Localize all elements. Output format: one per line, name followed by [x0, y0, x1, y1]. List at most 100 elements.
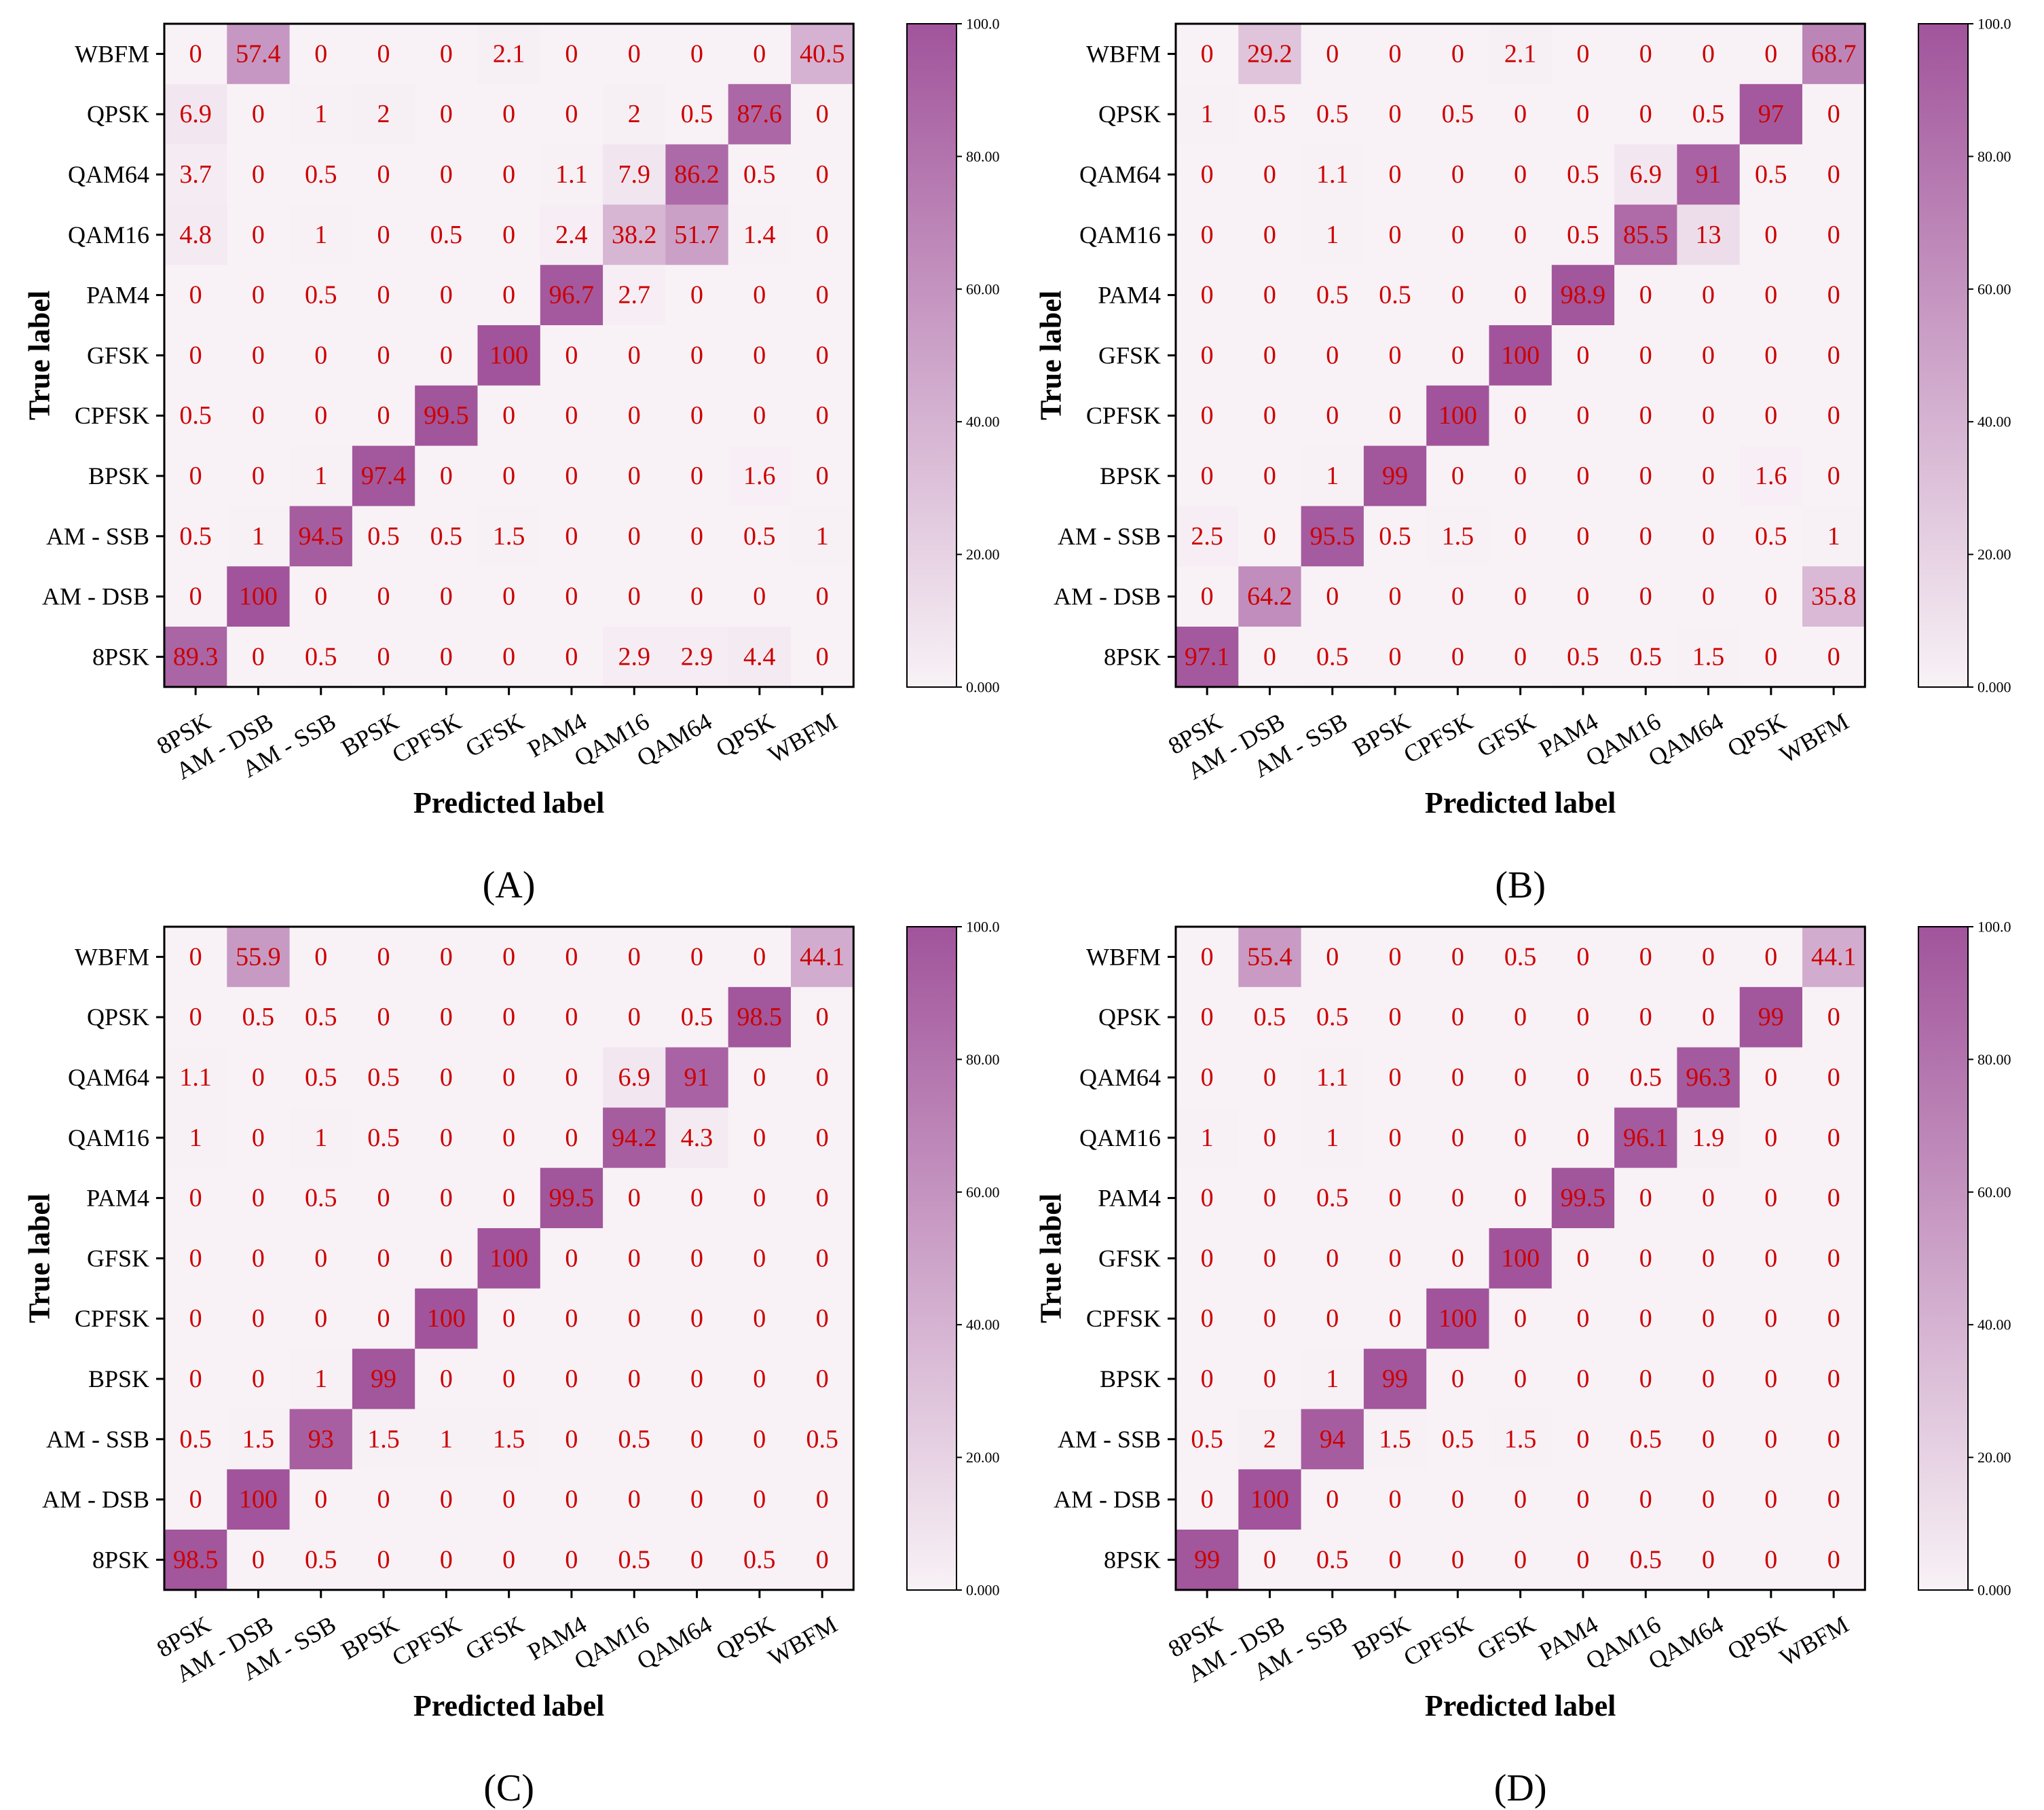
heatmap-cell: [791, 204, 854, 265]
heatmap-cell: [1363, 445, 1427, 506]
heatmap-cell: [1363, 1107, 1427, 1168]
heatmap-cell: [352, 986, 415, 1048]
heatmap-cell: [728, 1469, 792, 1530]
cell-value-label: 1.5: [242, 1425, 275, 1454]
cell-value-label: 0: [1576, 1124, 1589, 1152]
heatmap-cell: [1489, 1107, 1553, 1168]
cell-value-label: 0: [252, 1124, 265, 1152]
heatmap-cell: [728, 1348, 792, 1409]
heatmap-cell: [164, 627, 227, 688]
cell-value-label: 0: [690, 341, 703, 369]
cell-value-label: 0: [565, 462, 578, 490]
heatmap-cell: [1363, 144, 1427, 205]
cell-value-label: 0.5: [681, 1003, 713, 1031]
cell-value-label: 51.7: [674, 221, 720, 249]
y-tick-label: AM - DSB: [1054, 583, 1161, 610]
cell-value-label: 96.1: [1623, 1124, 1669, 1152]
cell-value-label: 0: [1389, 583, 1402, 611]
colorbar-tick-label: 20.00: [1977, 1449, 2011, 1466]
cell-value-label: 0.5: [743, 1545, 776, 1574]
cell-value-label: 96.3: [1686, 1063, 1731, 1092]
colorbar: [1918, 23, 1969, 688]
colorbar-tick-label: 0.000: [1977, 1582, 2011, 1599]
heatmap-cell: [227, 204, 291, 265]
cell-value-label: 1: [1326, 1365, 1339, 1393]
heatmap-cell: [603, 927, 666, 988]
heatmap-cell: [289, 1530, 353, 1591]
cell-value-label: 0: [502, 1063, 515, 1092]
heatmap-cell: [1677, 1168, 1741, 1229]
y-tick-label: BPSK: [88, 462, 149, 490]
heatmap-cell: [1551, 445, 1615, 506]
heatmap-cell: [415, 566, 479, 627]
cell-value-label: 0: [1326, 39, 1339, 68]
heatmap-cell: [477, 1047, 541, 1108]
cell-value-label: 0: [1639, 1244, 1652, 1272]
heatmap-cell: [1176, 144, 1239, 205]
heatmap-cell: [665, 385, 729, 447]
heatmap-cell: [1802, 1228, 1865, 1289]
cell-value-label: 40.5: [800, 39, 845, 68]
cell-value-label: 0.5: [1379, 522, 1411, 551]
heatmap-cell: [1677, 1107, 1741, 1168]
heatmap-cell: [1176, 1168, 1239, 1229]
heatmap-cell: [1677, 144, 1741, 205]
heatmap-cell: [227, 506, 291, 567]
heatmap-cell: [1363, 1469, 1427, 1530]
cell-value-label: 0: [690, 1485, 703, 1514]
heatmap-cell: [603, 144, 666, 205]
cell-value-label: 0: [565, 522, 578, 551]
heatmap-cell: [164, 1107, 227, 1168]
cell-value-label: 1.1: [179, 1063, 212, 1092]
heatmap-cell: [352, 204, 415, 265]
heatmap-cell: [289, 265, 353, 326]
heatmap-cell: [1363, 325, 1427, 386]
cell-value-label: 99: [1758, 1003, 1784, 1031]
cell-value-label: 0.5: [179, 1425, 212, 1454]
cell-value-label: 1: [314, 100, 327, 128]
x-tick-label: WBFM: [764, 1610, 842, 1672]
cell-value-label: 97.1: [1185, 642, 1230, 671]
heatmap-cell: [1677, 24, 1741, 85]
cell-value-label: 0: [314, 341, 327, 369]
heatmap-cell: [665, 325, 729, 386]
heatmap-cell: [1426, 265, 1490, 326]
heatmap-cell: [1426, 24, 1490, 85]
cell-value-label: 0: [1576, 1425, 1589, 1454]
y-tick-label: QPSK: [1098, 100, 1161, 128]
heatmap-cell: [1739, 1288, 1803, 1350]
y-axis-title: True label: [23, 1194, 56, 1323]
heatmap-cell: [791, 506, 854, 567]
cell-value-label: 0: [440, 1184, 453, 1213]
cell-value-label: 100: [489, 341, 528, 369]
heatmap-cell: [415, 385, 479, 447]
panel-3: 0 55.4 0 0 0 0.5 0 0 0 0 44.1 0 0.5 0.5 0 0 0 0 0 0 99 0 0 0 1.1…: [1035, 919, 2011, 1810]
cell-value-label: 0: [816, 100, 829, 128]
heatmap-cell: [791, 1228, 854, 1289]
heatmap-cell: [289, 1469, 353, 1530]
cell-value-label: 0: [1827, 1485, 1840, 1514]
heatmap-cell: [1426, 144, 1490, 205]
cell-value-label: 0.5: [1191, 1425, 1223, 1454]
cell-value-label: 99.5: [549, 1184, 595, 1213]
heatmap-cell: [1489, 986, 1553, 1048]
y-tick-label: PAM4: [86, 1185, 149, 1212]
cell-value-label: 100: [1438, 401, 1477, 430]
heatmap-cell: [1614, 144, 1677, 205]
heatmap-cell: [415, 1288, 479, 1350]
heatmap-cell: [1176, 1288, 1239, 1350]
heatmap-cell: [1551, 1288, 1615, 1350]
cell-value-label: 0: [314, 1244, 327, 1272]
heatmap-cell: [1677, 325, 1741, 386]
heatmap-cell: [1176, 627, 1239, 688]
heatmap-cell: [603, 84, 666, 145]
y-tick-label: AM - SSB: [1058, 523, 1161, 550]
heatmap-cell: [1677, 986, 1741, 1048]
y-tick-label: BPSK: [1100, 1365, 1161, 1392]
heatmap-cell: [164, 1288, 227, 1350]
heatmap-cell: [603, 566, 666, 627]
heatmap-cell: [540, 445, 603, 506]
heatmap-cell: [1176, 265, 1239, 326]
heatmap-cell: [1489, 24, 1553, 85]
colorbar-tick-label: 40.00: [1977, 413, 2011, 430]
